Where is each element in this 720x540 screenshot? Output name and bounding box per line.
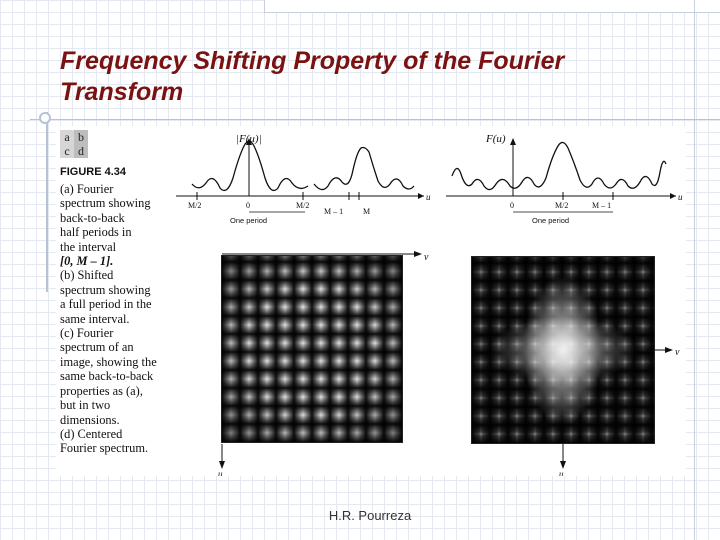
slide-title-line1: Frequency Shifting Property of the Fouri… xyxy=(60,47,565,75)
plot-b-x-arrow xyxy=(670,193,676,199)
caption-line: properties as (a), xyxy=(60,383,143,398)
image-c-v-label: v xyxy=(424,252,429,263)
plot-a-tick-label: 0 xyxy=(246,201,250,210)
plot-b-tick-label: M – 1 xyxy=(592,201,611,210)
decorative-circle xyxy=(39,112,51,124)
caption-line: [0, M – 1]. xyxy=(60,254,114,269)
slide-footer: H.R. Pourreza xyxy=(328,508,412,523)
plot-b-y-arrow xyxy=(510,138,516,145)
caption-line: (c) Fourier xyxy=(60,326,114,341)
panel-tag-c: c xyxy=(60,144,74,158)
panel-tag-a: a xyxy=(60,130,74,144)
image-c-spectrum xyxy=(222,256,402,442)
image-c-v-arrow xyxy=(414,251,422,257)
plot-a-x-arrow xyxy=(418,193,424,199)
plot-b: F(u) u 0 M/2 M – 1 One period xyxy=(446,133,683,225)
figure-caption: (a) Fourier spectrum showing back-to-bac… xyxy=(60,182,168,456)
caption-line: (d) Centered xyxy=(60,426,123,441)
caption-line: back-to-back xyxy=(60,210,125,225)
decorative-vertical-rule xyxy=(46,112,48,292)
decorative-top-bar xyxy=(264,0,720,13)
plot-a-tick-label: M/2 xyxy=(188,201,201,210)
caption-line: image, showing the xyxy=(60,354,157,369)
plot-a-tick-label: M – 1 xyxy=(324,207,343,216)
caption-line: (a) Fourier xyxy=(60,182,114,196)
plot-a-tick-label: M/2 xyxy=(296,201,309,210)
caption-line: spectrum showing xyxy=(60,282,151,297)
image-d-v-label: v xyxy=(675,347,680,358)
plot-b-xlabel: u xyxy=(678,192,683,202)
image-d-v-arrow xyxy=(665,347,673,353)
plot-b-period-label: One period xyxy=(532,216,569,225)
caption-line: the interval xyxy=(60,239,117,254)
plot-a-xlabel: u xyxy=(426,192,431,202)
spectrum-plots: |F(u)| u M/2 0 M/2 M – 1 M One period F(… xyxy=(176,133,683,476)
caption-line: same back-to-back xyxy=(60,369,154,384)
caption-line: a full period in the xyxy=(60,297,152,312)
decorative-right-line xyxy=(694,0,695,540)
caption-line: same interval. xyxy=(60,311,130,326)
plot-b-ylabel: F(u) xyxy=(485,133,506,145)
image-d-u-label: u xyxy=(559,469,564,476)
plot-b-tick-label: M/2 xyxy=(555,201,568,210)
panel-tag-b: b xyxy=(74,130,88,144)
image-d-axes: v u xyxy=(559,347,680,476)
plot-a: |F(u)| u M/2 0 M/2 M – 1 M One period xyxy=(176,133,431,225)
slide-title-line2: Transform xyxy=(60,78,184,106)
caption-line: but in two xyxy=(60,398,111,413)
caption-line: dimensions. xyxy=(60,412,120,427)
panel-tags: a b c d xyxy=(60,130,88,158)
panel-tag-d: d xyxy=(74,144,88,158)
image-c-axes: v u xyxy=(218,251,429,476)
plot-b-curve xyxy=(451,141,667,191)
caption-line: half periods in xyxy=(60,225,132,240)
figure-panel: a b c d FIGURE 4.34 (a) Fourier spectrum… xyxy=(56,126,686,476)
plot-b-tick-label: 0 xyxy=(510,201,514,210)
figure-label: FIGURE 4.34 xyxy=(60,166,127,178)
slide-title: Frequency Shifting Property of the Fouri… xyxy=(60,46,700,108)
plot-a-curve xyxy=(191,140,415,192)
caption-line: spectrum showing xyxy=(60,196,151,211)
plot-a-tick-label: M xyxy=(363,207,370,216)
image-d-centered-spectrum xyxy=(472,257,654,443)
image-d-u-arrow xyxy=(560,461,566,469)
image-c-u-label: u xyxy=(218,469,223,476)
plot-a-ylabel: |F(u)| xyxy=(236,133,262,145)
decorative-horizontal-rule xyxy=(30,119,720,120)
caption-line: (b) Shifted xyxy=(60,268,114,283)
plot-a-period-label: One period xyxy=(230,216,267,225)
caption-line: spectrum of an xyxy=(60,340,134,355)
caption-line: Fourier spectrum. xyxy=(60,441,149,456)
image-c-u-arrow xyxy=(219,461,225,469)
